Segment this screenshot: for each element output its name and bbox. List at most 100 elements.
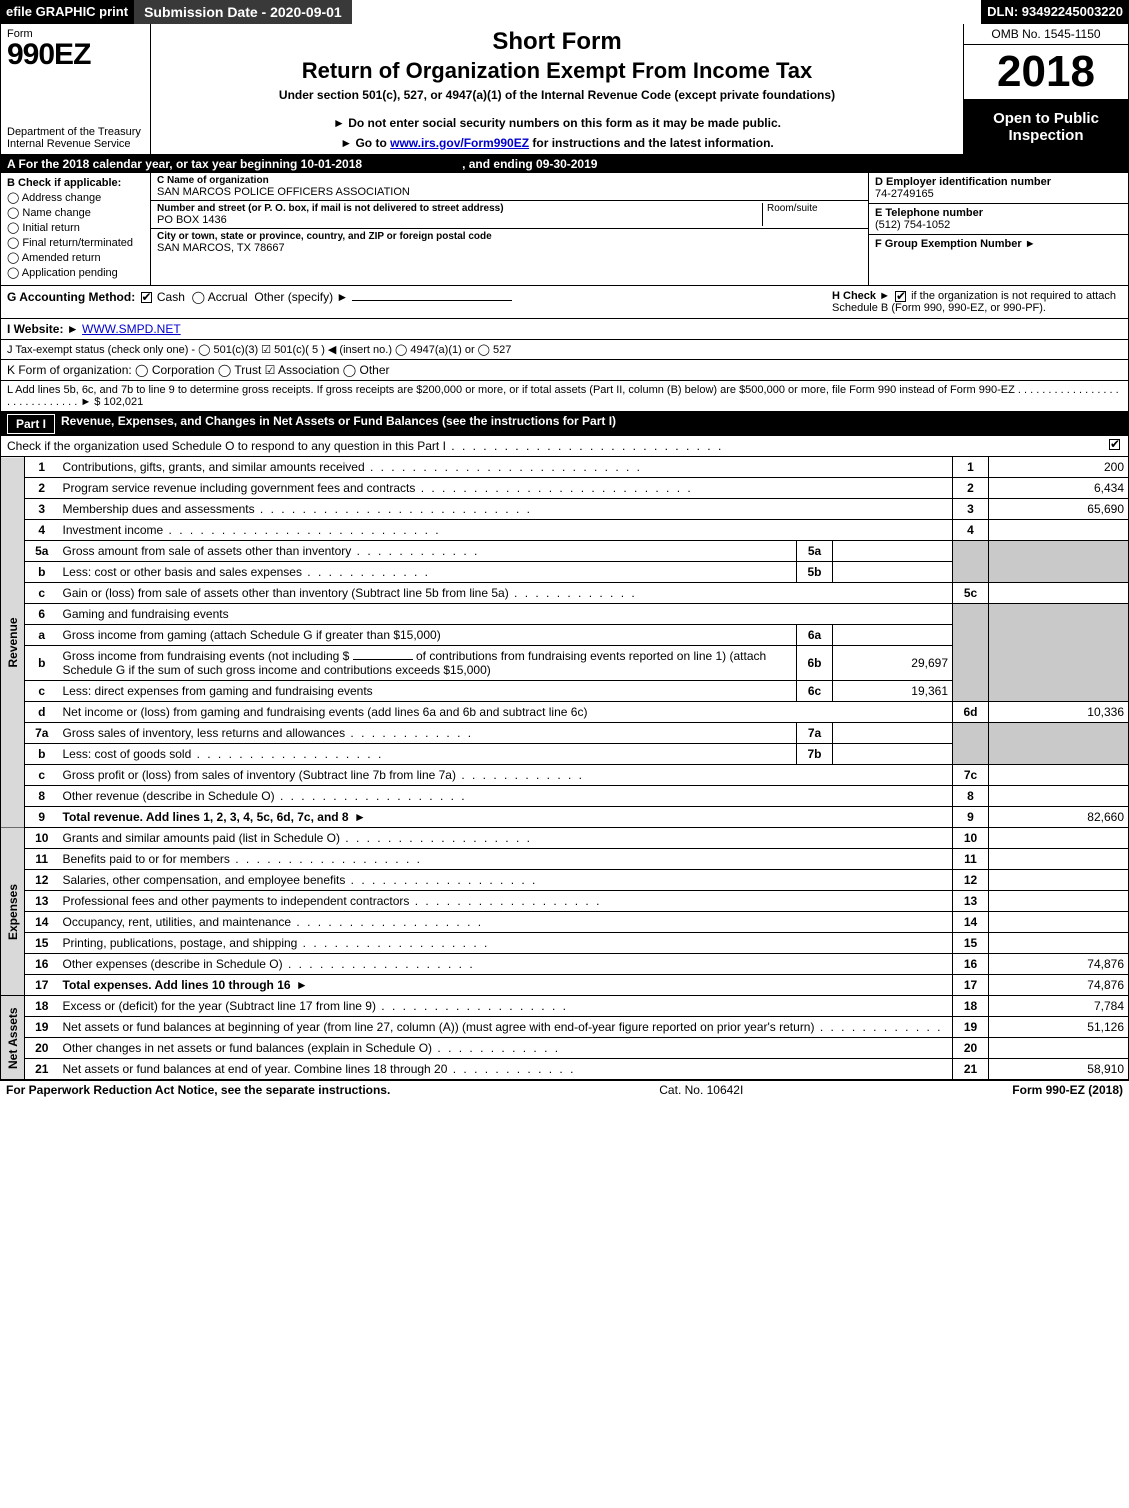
ln4-num: 4 xyxy=(25,520,59,541)
ln21-num: 21 xyxy=(25,1059,59,1080)
ln12-desc: Salaries, other compensation, and employ… xyxy=(59,870,953,891)
opt-initial-return[interactable]: ◯ Initial return xyxy=(7,221,144,234)
ln2-num: 2 xyxy=(25,478,59,499)
ln8-val xyxy=(989,786,1129,807)
open-public-inspection: Open to Public Inspection xyxy=(964,100,1128,154)
ln5ab-shade xyxy=(953,541,989,583)
ln3-col: 3 xyxy=(953,499,989,520)
website-link[interactable]: WWW.SMPD.NET xyxy=(82,322,181,336)
ln6d-val: 10,336 xyxy=(989,702,1129,723)
org-city: SAN MARCOS, TX 78667 xyxy=(157,242,862,254)
ln7b-num: b xyxy=(25,744,59,765)
opt-name-change[interactable]: ◯ Name change xyxy=(7,206,144,219)
row-a-tax-year: A For the 2018 calendar year, or tax yea… xyxy=(0,155,1129,173)
form-number: 990EZ xyxy=(7,38,144,72)
i-label: I Website: ► xyxy=(7,322,79,336)
ln18-desc: Excess or (deficit) for the year (Subtra… xyxy=(59,996,953,1017)
ln11-desc: Benefits paid to or for members xyxy=(59,849,953,870)
ln15-num: 15 xyxy=(25,933,59,954)
section-b-head: B Check if applicable: xyxy=(7,177,144,189)
ln10-desc: Grants and similar amounts paid (list in… xyxy=(59,828,953,849)
part1-check-text: Check if the organization used Schedule … xyxy=(7,439,1107,453)
goto-line: ► Go to www.irs.gov/Form990EZ for instru… xyxy=(159,136,955,150)
ln19-num: 19 xyxy=(25,1017,59,1038)
ln14-desc: Occupancy, rent, utilities, and maintena… xyxy=(59,912,953,933)
header-mid: Short Form Return of Organization Exempt… xyxy=(151,24,963,154)
department-label: Department of the Treasury Internal Reve… xyxy=(7,126,144,150)
ln13-desc: Professional fees and other payments to … xyxy=(59,891,953,912)
opt-address-change[interactable]: ◯ Address change xyxy=(7,191,144,204)
efile-print-label[interactable]: efile GRAPHIC print xyxy=(0,0,134,24)
ln20-desc: Other changes in net assets or fund bala… xyxy=(59,1038,953,1059)
ln11-num: 11 xyxy=(25,849,59,870)
ln5a-desc: Gross amount from sale of assets other t… xyxy=(59,541,797,562)
ln5b-sub: 5b xyxy=(797,562,833,583)
ln6abc-shade-val xyxy=(989,604,1129,702)
g-other-blank[interactable] xyxy=(352,300,512,301)
row-h: H Check ► if the organization is not req… xyxy=(822,290,1122,314)
opt-amended-return[interactable]: ◯ Amended return xyxy=(7,251,144,264)
ln6c-sub: 6c xyxy=(797,681,833,702)
ln21-col: 21 xyxy=(953,1059,989,1080)
ln17-col: 17 xyxy=(953,975,989,996)
g-cash-checkbox[interactable] xyxy=(141,292,152,303)
opt-application-pending[interactable]: ◯ Application pending xyxy=(7,266,144,279)
ln5a-num: 5a xyxy=(25,541,59,562)
ln5b-num: b xyxy=(25,562,59,583)
ln8-desc: Other revenue (describe in Schedule O) xyxy=(59,786,953,807)
top-bar: efile GRAPHIC print Submission Date - 20… xyxy=(0,0,1129,24)
footer-left: For Paperwork Reduction Act Notice, see … xyxy=(6,1083,390,1097)
ln7ab-shade xyxy=(953,723,989,765)
header-left: Form 990EZ Department of the Treasury In… xyxy=(1,24,151,154)
e-phone-label: E Telephone number xyxy=(875,207,983,219)
ln20-col: 20 xyxy=(953,1038,989,1059)
ln18-val: 7,784 xyxy=(989,996,1129,1017)
ln5b-desc: Less: cost or other basis and sales expe… xyxy=(59,562,797,583)
ln5b-subval xyxy=(833,562,953,583)
ln9-col: 9 xyxy=(953,807,989,828)
ln17-desc: Total expenses. Add lines 10 through 16 xyxy=(59,975,953,996)
ln6c-num: c xyxy=(25,681,59,702)
ln7a-num: 7a xyxy=(25,723,59,744)
d-ein-label: D Employer identification number xyxy=(875,176,1051,188)
ln6b-blank[interactable] xyxy=(353,659,413,660)
ln6c-desc: Less: direct expenses from gaming and fu… xyxy=(59,681,797,702)
netassets-side-label: Net Assets xyxy=(1,996,25,1080)
ln4-col: 4 xyxy=(953,520,989,541)
goto-pre: ► Go to xyxy=(340,136,390,150)
section-c: C Name of organization SAN MARCOS POLICE… xyxy=(151,173,868,285)
ln20-num: 20 xyxy=(25,1038,59,1059)
ln7c-desc: Gross profit or (loss) from sales of inv… xyxy=(59,765,953,786)
submission-date-label: Submission Date - 2020-09-01 xyxy=(134,0,352,24)
ln15-val xyxy=(989,933,1129,954)
ln14-val xyxy=(989,912,1129,933)
ln5c-col: 5c xyxy=(953,583,989,604)
ln7ab-shade-val xyxy=(989,723,1129,765)
f-group-label: F Group Exemption Number ► xyxy=(875,238,1036,250)
ln16-num: 16 xyxy=(25,954,59,975)
ln6d-col: 6d xyxy=(953,702,989,723)
ln6a-desc: Gross income from gaming (attach Schedul… xyxy=(59,625,797,646)
footer-form-ref: Form 990-EZ (2018) xyxy=(1012,1083,1123,1097)
ln6-desc: Gaming and fundraising events xyxy=(59,604,953,625)
ln18-col: 18 xyxy=(953,996,989,1017)
row-a-ending: , and ending 09-30-2019 xyxy=(462,157,597,171)
ln5a-sub: 5a xyxy=(797,541,833,562)
h-checkbox[interactable] xyxy=(895,291,906,302)
ln6abc-shade xyxy=(953,604,989,702)
expenses-side-label: Expenses xyxy=(1,828,25,996)
info-grid: B Check if applicable: ◯ Address change … xyxy=(0,173,1129,286)
ln17-val: 74,876 xyxy=(989,975,1129,996)
ln9-num: 9 xyxy=(25,807,59,828)
part1-label: Part I xyxy=(7,414,55,434)
tax-year: 2018 xyxy=(964,45,1128,100)
ln7c-val xyxy=(989,765,1129,786)
spacer xyxy=(352,0,981,24)
header-right: OMB No. 1545-1150 2018 Open to Public In… xyxy=(963,24,1128,154)
irs-link[interactable]: www.irs.gov/Form990EZ xyxy=(390,136,529,150)
opt-final-return[interactable]: ◯ Final return/terminated xyxy=(7,236,144,249)
ssn-warning: ► Do not enter social security numbers o… xyxy=(159,116,955,130)
ln19-val: 51,126 xyxy=(989,1017,1129,1038)
omb-number: OMB No. 1545-1150 xyxy=(964,24,1128,45)
part1-schedule-o-checkbox[interactable] xyxy=(1109,439,1120,450)
